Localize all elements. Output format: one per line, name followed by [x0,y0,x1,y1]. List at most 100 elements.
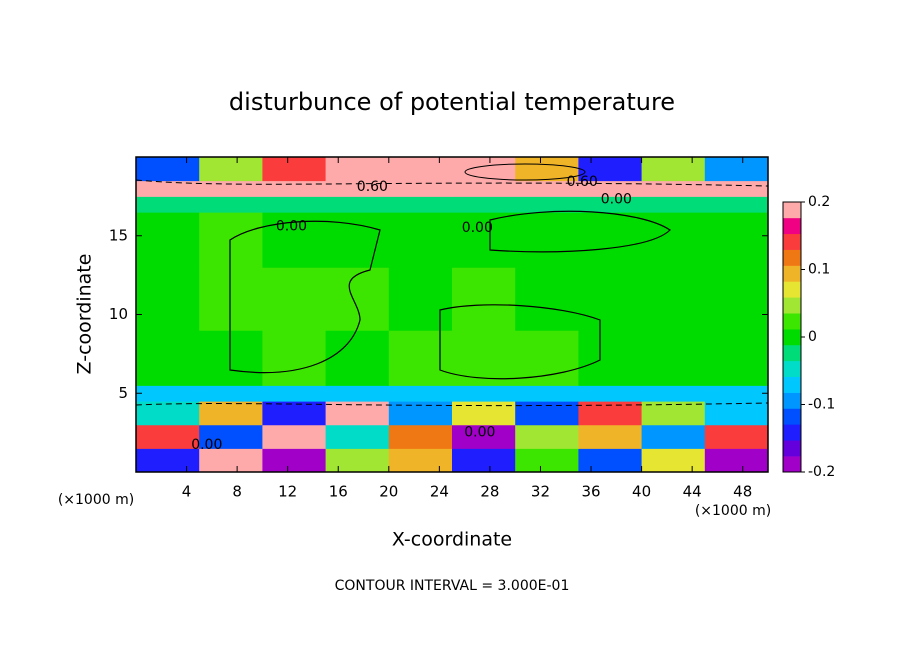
field-cell [641,385,706,402]
field-cell [199,267,263,331]
x-tick-label: 40 [632,483,651,501]
contour-line [135,179,769,187]
field-cell [388,330,453,386]
field-cell [515,330,579,386]
field-cell [199,424,263,449]
x-tick-label: 32 [531,483,550,501]
field-cell [641,180,706,197]
contour-line [439,304,601,380]
field-cell [515,401,579,426]
field-cell [704,180,769,197]
field-cell [388,157,453,182]
colorbar-box [783,329,801,346]
contour-line [135,402,769,407]
field-cell [515,448,579,473]
field-cell [452,330,516,386]
field-cell [388,180,453,197]
field-cell [262,180,327,197]
field-cell [578,180,643,197]
field-cell [136,180,200,197]
field-cell [641,267,706,331]
field-cell [136,330,200,386]
x-axis-label: X-coordinate [392,529,512,551]
x-unit: (×1000 m) [695,503,771,519]
axes: 4 8 12 16 20 24 28 32 36 40 44 4851015-0.2-0.100.10… [109,156,835,501]
field-cell [136,424,200,449]
field-cell [515,385,579,402]
field-cell [704,385,769,402]
field-cell [136,196,200,213]
colorbar-box [783,313,801,330]
colorbar-box [783,265,801,282]
field-cell [325,212,390,268]
field-cell [641,401,706,426]
field-cell [515,180,579,197]
field-cell [515,267,579,331]
contour-line [464,163,586,181]
field-cell [452,385,516,402]
field-cell [136,212,200,268]
x-tick-label: 48 [733,483,752,501]
field-cell [704,157,769,182]
field-cell [452,424,516,449]
x-tick-label: 24 [430,483,449,501]
field-cell [136,448,200,473]
field-cell [325,330,390,386]
field-cell [452,401,516,426]
overlay: 0.60 0.600.000.00 0.000.000.00 [135,163,769,453]
colorbar-box [783,344,801,362]
colorbar-box [783,281,801,298]
contour-label: 0.60 [567,174,598,190]
x-tick-label: 28 [480,483,499,501]
y-tick-label: 15 [109,226,128,244]
field-cell [704,196,769,213]
field-cell [641,330,706,386]
field-cell [136,157,200,182]
field-cell [136,267,200,331]
field-cell [578,196,643,213]
field-cell [262,385,327,402]
field-cell [199,157,263,182]
contour-label: 0.00 [191,437,222,453]
contour-label: 0.00 [601,192,632,208]
field-cell [704,212,769,268]
field-cell [452,267,516,331]
field-cell [641,196,706,213]
field-cell [578,385,643,402]
y-unit: (×1000 m) [58,492,134,508]
field-cell [452,212,516,268]
field-cell [199,330,263,386]
field-cell [704,267,769,331]
colorbar-box [783,392,801,409]
contour-label: 0.00 [464,425,495,441]
field-cell [325,180,390,197]
colorbar-tick-label: 0.2 [808,194,830,210]
contour-label: 0.00 [276,218,307,234]
colorbar-box [783,217,801,235]
field-cell [388,212,453,268]
field-cell [641,448,706,473]
field-cell [515,212,579,268]
field-cell [388,424,453,449]
field-cell [136,385,200,402]
contour-label: 0.00 [462,220,493,236]
field-cell [452,180,516,197]
x-tick-label: 36 [581,483,600,501]
colorbar-box [783,376,801,393]
field-cell [325,385,390,402]
field-cell [578,424,643,449]
y-tick-label: 10 [109,305,128,323]
footer: CONTOUR INTERVAL = 3.000E-01 [335,578,570,594]
field-cell [262,157,327,182]
contour-label: 0.60 [357,179,388,195]
field-cell [452,448,516,473]
field-cell [199,401,263,426]
field-cell [641,424,706,449]
x-tick-label: 20 [379,483,398,501]
field-cell [515,196,579,213]
field-cell [704,424,769,449]
field-cell [262,424,327,449]
field-cell [704,401,769,426]
contour-line [489,210,671,253]
field-cell [199,448,263,473]
